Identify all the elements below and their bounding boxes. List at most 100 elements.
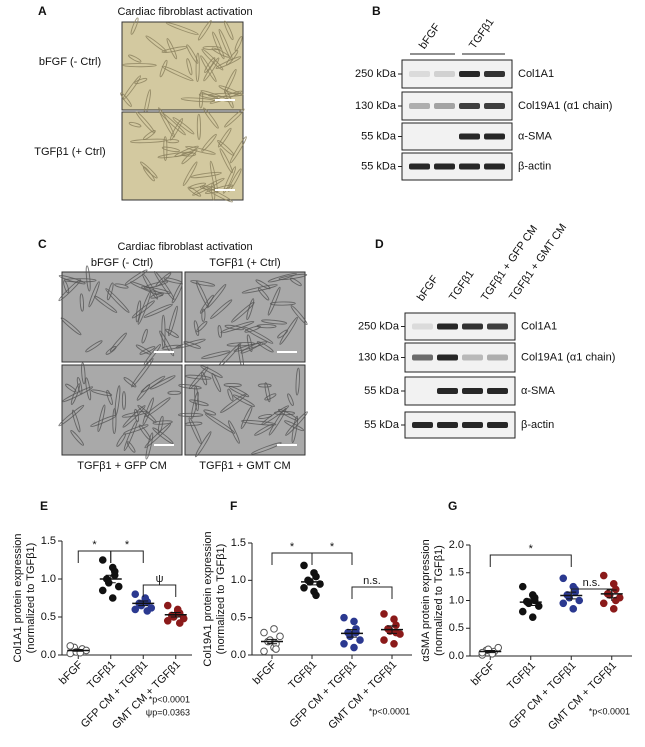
marker-label: 130 kDa	[358, 351, 400, 363]
band	[487, 354, 508, 361]
cell	[70, 430, 84, 446]
cell	[278, 273, 308, 280]
significance-label: ψ	[156, 573, 164, 585]
band	[412, 422, 433, 428]
data-point	[380, 636, 388, 644]
cell	[165, 328, 179, 338]
band	[409, 71, 430, 77]
error-bar	[387, 625, 397, 634]
cell	[58, 279, 82, 302]
cell	[201, 350, 231, 360]
error-bar	[73, 649, 84, 652]
cell	[137, 404, 157, 423]
cell	[233, 341, 268, 352]
cell	[72, 409, 81, 433]
cell	[61, 386, 94, 403]
band	[487, 422, 508, 428]
cell	[143, 130, 156, 140]
data-point	[114, 582, 123, 591]
cell	[196, 320, 208, 333]
cell	[184, 374, 212, 380]
band	[437, 354, 458, 361]
band	[462, 388, 483, 394]
cell	[150, 375, 176, 390]
cell	[184, 421, 203, 426]
cell	[70, 383, 81, 405]
protein-label: α-SMA	[518, 130, 553, 142]
protein-label: Col19A1 (α1 chain)	[518, 100, 612, 112]
cell	[85, 340, 103, 353]
cell	[187, 186, 202, 197]
data-point	[270, 625, 278, 633]
cell	[145, 35, 167, 53]
protein-label: Col1A1	[521, 320, 557, 332]
cell	[181, 148, 198, 165]
y-tick-label: 2.0	[449, 539, 464, 551]
data-point	[163, 601, 172, 610]
band	[434, 163, 455, 170]
cell	[131, 358, 154, 388]
protein-label: α-SMA	[521, 385, 556, 397]
protein-label: Col19A1 (α1 chain)	[521, 351, 615, 363]
cell	[190, 171, 222, 179]
cell	[264, 382, 271, 403]
panel-label: F	[230, 499, 237, 513]
cell	[105, 346, 117, 355]
y-axis-label: αSMA protein expression	[420, 539, 432, 662]
data-point	[131, 590, 140, 599]
lane-label: bFGF	[417, 21, 443, 51]
cell	[123, 424, 149, 435]
cell	[231, 301, 255, 323]
error-bar	[525, 598, 536, 606]
cell	[90, 389, 113, 397]
cell	[218, 28, 233, 61]
data-point	[611, 585, 620, 594]
cell	[174, 145, 199, 158]
error-bar	[347, 629, 357, 638]
data-point	[108, 594, 117, 602]
cell	[190, 391, 199, 420]
cell	[168, 305, 178, 337]
marker-label: 55 kDa	[364, 385, 400, 397]
cell	[279, 316, 298, 345]
cell	[229, 136, 247, 164]
cell	[261, 405, 290, 425]
panel-title: Cardiac fibroblast activation	[117, 241, 252, 253]
y-tick-label: 0.5	[41, 611, 56, 623]
cell	[201, 308, 206, 322]
band	[484, 103, 505, 109]
significance-bracket	[110, 550, 144, 563]
band	[459, 71, 480, 77]
band	[462, 323, 483, 330]
data-point	[518, 582, 527, 591]
marker-label: 55 kDa	[361, 130, 397, 142]
cell	[190, 280, 216, 287]
cell	[269, 301, 296, 306]
cell	[203, 57, 220, 82]
marker-label: 250 kDa	[355, 68, 397, 80]
y-axis-label: (normalized to TGFβ1)	[433, 545, 445, 656]
cell	[166, 38, 178, 60]
cell	[261, 319, 288, 325]
data-point	[478, 648, 487, 657]
cell	[206, 283, 227, 309]
cell	[178, 384, 202, 390]
error-bar	[485, 649, 496, 654]
data-point	[98, 586, 107, 595]
x-tick-label: bFGF	[469, 660, 498, 689]
micrograph	[121, 21, 244, 111]
cell	[122, 75, 142, 100]
cell	[267, 286, 281, 316]
cell	[255, 279, 271, 290]
cell	[186, 44, 199, 64]
cell	[79, 293, 84, 312]
data-point	[569, 605, 578, 613]
cell	[167, 390, 182, 395]
significance-bracket	[311, 552, 353, 565]
cell	[195, 431, 212, 458]
cell	[219, 148, 233, 174]
significance-label: *	[529, 543, 534, 555]
data-point	[131, 605, 140, 614]
cell	[123, 377, 137, 388]
y-tick-label: 0.0	[231, 649, 246, 661]
